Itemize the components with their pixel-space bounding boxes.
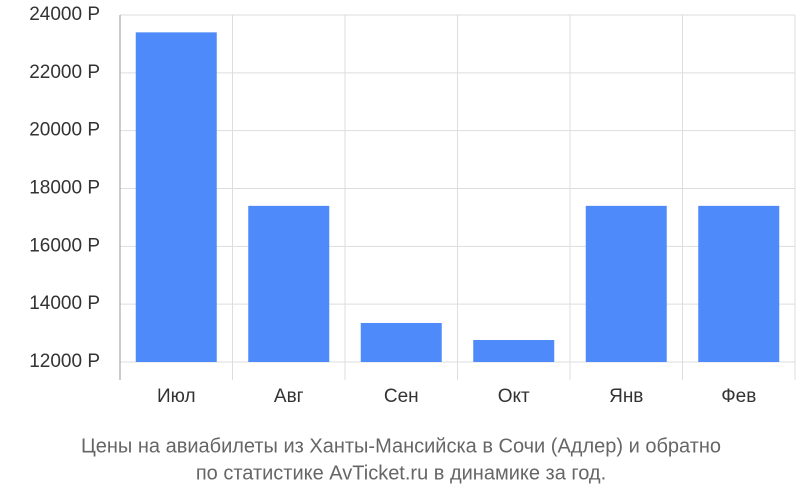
y-tick-label: 12000 Р [29, 351, 100, 372]
y-tick-label: 14000 Р [29, 293, 100, 314]
y-tick-label: 16000 Р [29, 235, 100, 256]
bar [360, 322, 442, 362]
x-tick-label: Янв [609, 386, 643, 407]
chart-title: по статистике AvTicket.ru в динамике за … [196, 462, 606, 484]
x-tick-label: Июл [157, 386, 196, 407]
chart-title: Цены на авиабилеты из Ханты-Мансийска в … [81, 435, 721, 457]
bar [473, 340, 555, 362]
bar [135, 32, 217, 362]
x-tick-label: Фев [721, 386, 756, 407]
y-tick-label: 24000 Р [29, 4, 100, 25]
bar [585, 205, 667, 362]
bar [248, 205, 330, 362]
y-tick-label: 18000 Р [29, 178, 100, 199]
x-tick-label: Окт [498, 386, 530, 407]
y-tick-label: 22000 Р [29, 62, 100, 83]
x-tick-label: Сен [384, 386, 419, 407]
x-tick-label: Авг [274, 386, 304, 407]
bar [698, 205, 780, 362]
y-tick-label: 20000 Р [29, 120, 100, 141]
